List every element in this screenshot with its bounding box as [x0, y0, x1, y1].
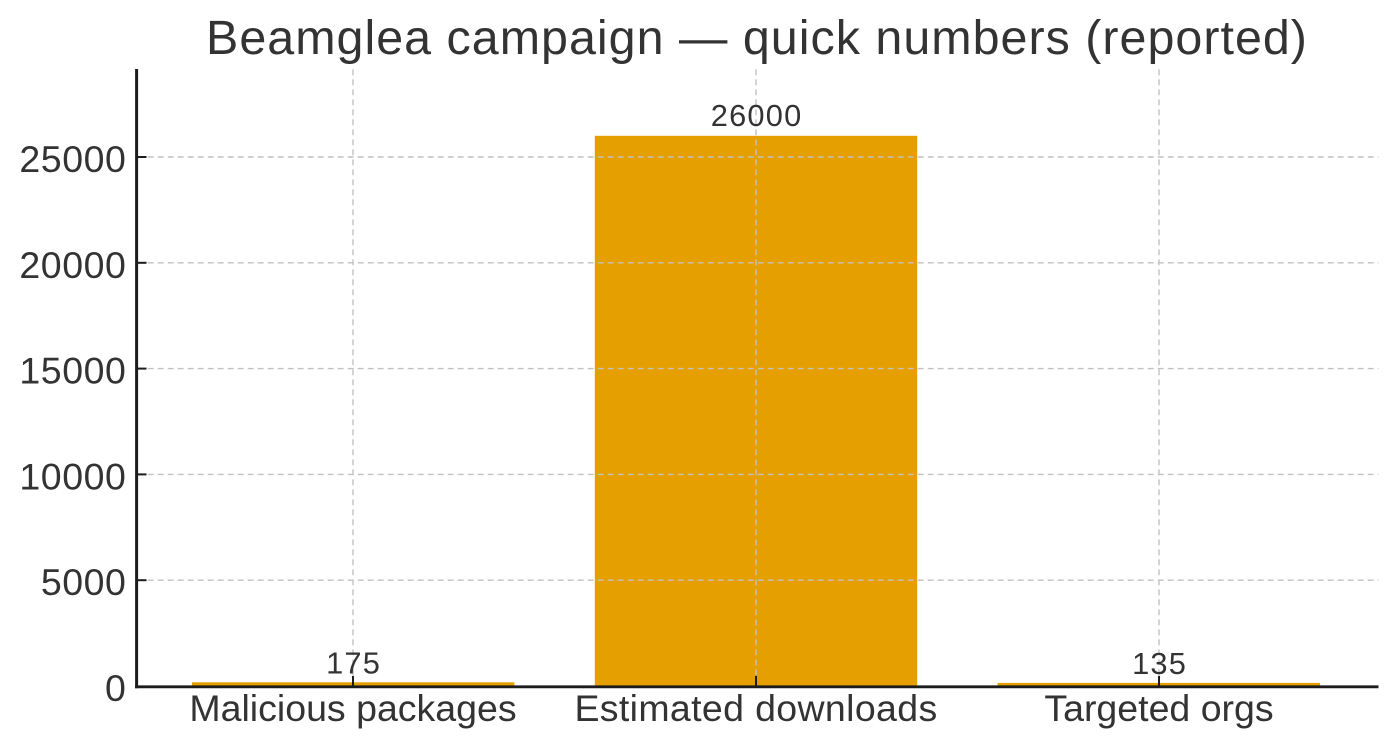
- svg-text:0: 0: [105, 667, 126, 709]
- svg-text:20000: 20000: [19, 244, 126, 286]
- svg-text:175: 175: [326, 645, 381, 680]
- svg-text:26000: 26000: [711, 98, 803, 133]
- svg-text:Estimated downloads: Estimated downloads: [574, 687, 937, 729]
- svg-text:15000: 15000: [19, 350, 126, 392]
- svg-text:Targeted orgs: Targeted orgs: [1044, 687, 1273, 729]
- svg-text:135: 135: [1132, 646, 1187, 681]
- svg-text:Beamglea campaign — quick numb: Beamglea campaign — quick numbers (repor…: [206, 11, 1308, 65]
- svg-text:Malicious packages: Malicious packages: [189, 687, 516, 729]
- svg-text:5000: 5000: [41, 561, 127, 603]
- svg-text:10000: 10000: [19, 455, 126, 497]
- svg-text:25000: 25000: [19, 138, 126, 180]
